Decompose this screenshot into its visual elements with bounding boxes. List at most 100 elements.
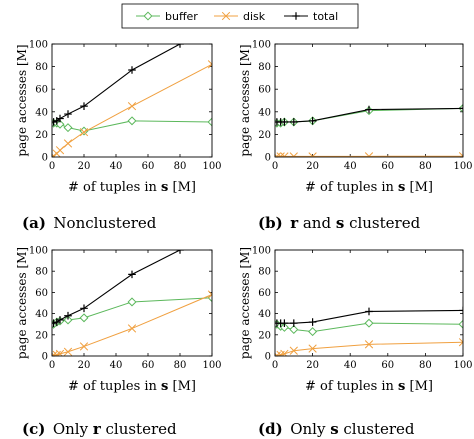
- data-point-buffer: [279, 322, 289, 332]
- x-tick-label: 60: [381, 360, 394, 371]
- x-tick-label: 80: [419, 360, 432, 371]
- x-tick-label: 40: [344, 360, 357, 371]
- x-tick-label: 40: [110, 360, 123, 371]
- x-tick-label: 20: [78, 161, 91, 172]
- x-tick-label: 80: [174, 360, 187, 371]
- data-point-total: [80, 304, 88, 313]
- data-point-buffer: [127, 297, 137, 307]
- data-point-disk: [364, 152, 374, 157]
- legend-marker-disk: [221, 11, 231, 21]
- y-tick-label: 0: [265, 153, 271, 164]
- data-point-disk: [207, 290, 212, 299]
- panel-caption: (b) r and s clustered: [258, 214, 421, 232]
- legend-label-disk: disk: [243, 10, 266, 23]
- data-point-buffer: [127, 116, 137, 126]
- plot-frame: [274, 249, 464, 357]
- x-tick-label: 100: [202, 161, 221, 172]
- data-point-disk: [63, 139, 73, 148]
- data-point-total: [64, 311, 72, 320]
- x-axis-label: # of tuples in s [M]: [305, 379, 433, 394]
- y-tick-label: 60: [258, 85, 271, 96]
- data-point-buffer: [63, 315, 73, 325]
- data-point-buffer: [63, 123, 73, 133]
- x-tick-label: 0: [272, 161, 278, 172]
- data-point-total: [365, 307, 373, 316]
- data-point-total: [290, 319, 298, 327]
- y-tick-label: 20: [35, 130, 48, 141]
- data-point-buffer: [364, 318, 374, 328]
- panel-caption: (d) Only s clustered: [258, 420, 415, 438]
- y-tick-label: 80: [258, 62, 271, 73]
- data-point-disk: [289, 346, 298, 355]
- data-point-disk: [280, 349, 289, 356]
- x-axis-label: # of tuples in s [M]: [68, 379, 196, 394]
- series-line-disk: [53, 63, 212, 157]
- plot-frame: [274, 43, 464, 158]
- data-point-disk: [458, 152, 463, 157]
- data-point-buffer: [55, 119, 65, 129]
- data-point-total: [52, 319, 58, 327]
- x-tick-label: 0: [272, 360, 278, 371]
- data-point-total: [290, 118, 298, 126]
- data-point-disk: [207, 60, 212, 69]
- data-point-disk: [276, 152, 285, 157]
- x-tick-label: 0: [49, 161, 55, 172]
- data-point-disk: [127, 101, 137, 111]
- x-tick-label: 40: [344, 161, 357, 172]
- data-point-buffer: [79, 313, 89, 323]
- x-tick-label: 100: [453, 360, 472, 371]
- data-point-total: [128, 66, 136, 74]
- series-line-total: [53, 250, 181, 324]
- data-point-total: [280, 118, 289, 126]
- y-tick-label: 0: [42, 352, 48, 363]
- data-point-total: [176, 44, 184, 48]
- panel-caption: (a) Nonclustered: [22, 214, 157, 232]
- legend: buffer disk total: [121, 3, 359, 29]
- y-tick-label: 20: [35, 330, 48, 341]
- y-tick-label: 80: [35, 62, 48, 73]
- y-tick-label: 60: [258, 288, 271, 299]
- data-point-disk: [458, 338, 463, 347]
- y-tick-label: 40: [258, 309, 271, 320]
- data-point-total: [56, 316, 64, 324]
- data-point-total: [128, 270, 136, 279]
- x-tick-label: 100: [202, 360, 221, 371]
- x-tick-label: 20: [306, 161, 319, 172]
- data-point-disk: [55, 146, 65, 155]
- data-point-buffer: [458, 319, 463, 329]
- data-point-disk: [79, 127, 89, 137]
- panels: 0 20 40 60 80 100 0 20 40 60 80 100 page accesses [M…: [15, 40, 473, 439]
- x-tick-label: 60: [381, 161, 394, 172]
- data-point-disk: [52, 350, 61, 356]
- plot-frame: [51, 249, 213, 357]
- x-tick-label: 0: [49, 360, 55, 371]
- x-tick-label: 20: [306, 360, 319, 371]
- data-point-disk: [79, 342, 89, 351]
- x-axis-label: # of tuples in s [M]: [305, 180, 433, 195]
- y-tick-label: 40: [258, 107, 271, 118]
- data-point-total: [459, 104, 463, 113]
- x-tick-label: 100: [453, 161, 472, 172]
- data-point-buffer: [289, 324, 299, 335]
- x-tick-label: 60: [142, 360, 155, 371]
- data-point-disk: [308, 344, 317, 353]
- x-tick-label: 60: [142, 161, 155, 172]
- y-tick-label: 20: [258, 130, 271, 141]
- y-tick-label: 100: [252, 246, 271, 257]
- data-point-disk: [52, 350, 58, 356]
- data-point-total: [308, 117, 317, 125]
- y-tick-label: 40: [35, 107, 48, 118]
- data-point-disk: [55, 349, 65, 356]
- data-point-disk: [289, 152, 298, 157]
- data-point-total: [56, 114, 64, 123]
- legend-marker-total: [292, 12, 300, 20]
- legend-box: [121, 3, 359, 29]
- y-axis-label: page accesses [M]: [15, 247, 29, 359]
- data-point-total: [459, 306, 463, 315]
- x-tick-label: 40: [110, 161, 123, 172]
- legend-entry-disk: disk: [214, 10, 266, 23]
